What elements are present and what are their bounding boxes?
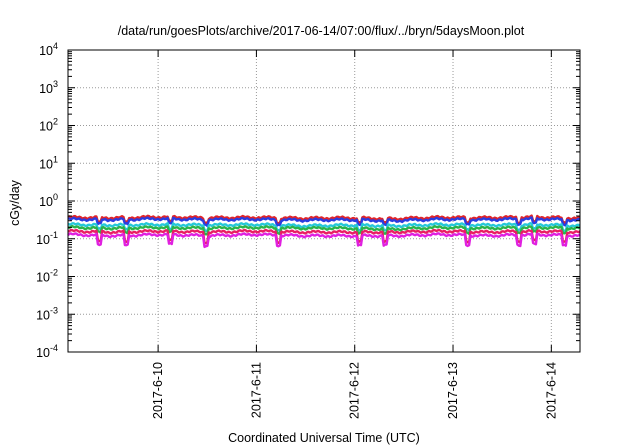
y-tick-label: 100 (39, 192, 58, 209)
y-axis: 10-4 10-3 10-2 10-1 100 101 102 103 104 (36, 41, 580, 360)
y-tick-label: 104 (39, 41, 58, 58)
x-tick-label: 2017-6-11 (249, 362, 263, 418)
series-group (67, 214, 581, 249)
series-line (67, 214, 580, 225)
series-line (67, 224, 581, 236)
series-line (67, 228, 581, 245)
y-tick-label: 103 (39, 79, 58, 96)
series-line (67, 232, 581, 249)
x-tick-label: 2017-6-12 (348, 362, 362, 419)
x-tick-label: 2017-6-13 (446, 362, 460, 419)
y-tick-label: 101 (39, 154, 58, 171)
y-tick-label: 102 (39, 117, 58, 134)
x-axis-label: Coordinated Universal Time (UTC) (228, 431, 420, 445)
x-tick-label: 2017-6-14 (544, 362, 558, 419)
y-tick-label: 10-4 (36, 343, 58, 360)
x-tick-label: 2017-6-10 (151, 362, 165, 419)
y-tick-label: 10-1 (36, 230, 58, 247)
series-line (68, 216, 581, 228)
grid-lines (68, 50, 580, 352)
series-line (67, 222, 581, 233)
y-tick-label: 10-2 (36, 268, 58, 285)
y-tick-label: 10-3 (36, 305, 58, 322)
chart-title: /data/run/goesPlots/archive/2017-06-14/0… (118, 24, 525, 38)
x-axis: 2017-6-10 2017-6-11 2017-6-12 2017-6-13 2017… (151, 50, 558, 419)
y-axis-label: cGy/day (8, 179, 22, 226)
